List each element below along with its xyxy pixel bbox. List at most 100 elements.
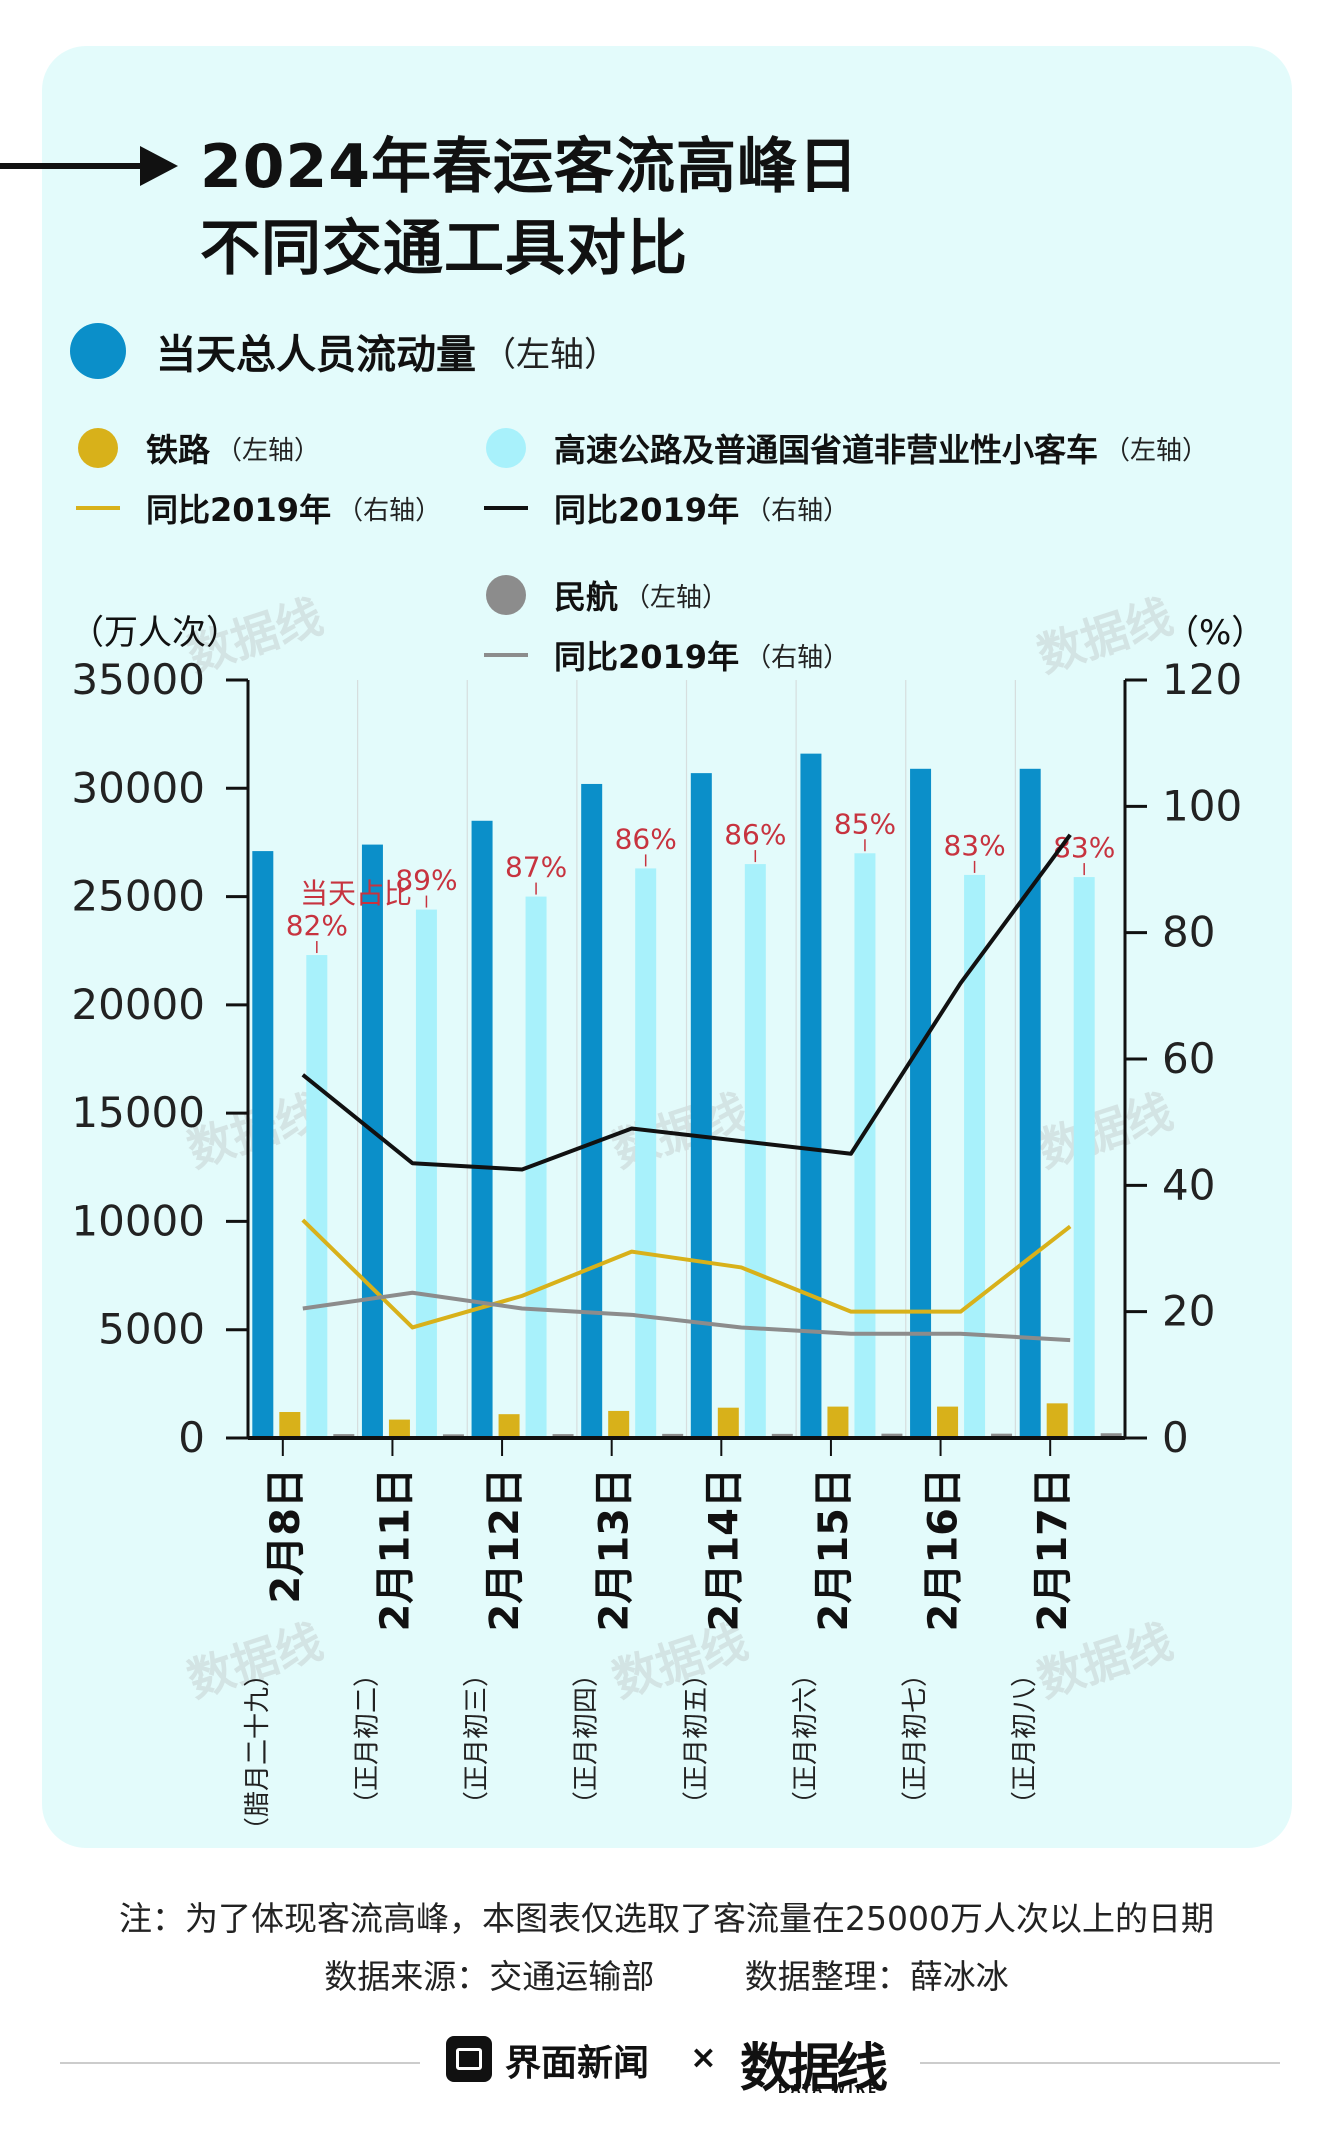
- left-tick-label: 15000: [71, 1088, 205, 1137]
- legend-road-label: 高速公路及普通国省道非营业性小客车: [554, 431, 1099, 469]
- bar: [306, 955, 328, 1438]
- footer-note: 注：为了体现客流高峰，本图表仅选取了客流量在25000万人次以上的日期: [119, 1899, 1214, 1938]
- bar: [662, 1433, 684, 1438]
- left-tick-label: 30000: [71, 763, 205, 812]
- data-label: 87%: [505, 851, 567, 884]
- title-line-1: 2024年春运客流高峰日: [200, 132, 859, 202]
- legend-air-label: 民航: [554, 578, 619, 616]
- data-label: 83%: [1053, 831, 1115, 864]
- bar: [279, 1412, 301, 1438]
- bar: [498, 1414, 520, 1438]
- datawire-logo-en: DATA WIRE: [778, 2082, 880, 2096]
- right-tick-label: 100: [1162, 781, 1242, 830]
- right-tick-label: 60: [1162, 1034, 1215, 1083]
- brand-divider-right: [920, 2062, 1280, 2064]
- bar: [1046, 1403, 1068, 1438]
- data-label: 85%: [834, 807, 896, 840]
- bar: [1073, 877, 1095, 1438]
- bar: [771, 1433, 793, 1438]
- legend-rail-yoy-label: 同比2019年: [146, 491, 332, 529]
- data-label: 86%: [724, 818, 786, 851]
- legend-rail-yoy: 同比2019年 （右轴）: [76, 485, 441, 531]
- title-line-2: 不同交通工具对比: [200, 214, 688, 284]
- legend-road-yoy-label: 同比2019年: [554, 491, 740, 529]
- legend-air: 民航 （左轴）: [486, 572, 728, 618]
- footer-credits: 数据来源：交通运输部 数据整理：薛冰冰: [0, 1950, 1333, 1998]
- left-tick-label: 5000: [98, 1305, 205, 1354]
- right-tick-label: 80: [1162, 908, 1215, 957]
- x-tick-label: 2月11日: [372, 1468, 418, 1632]
- x-tick-sublabel: （正月初二）: [352, 1661, 382, 1817]
- legend-rail-label: 铁路: [146, 431, 211, 469]
- brand-divider-left: [60, 2062, 420, 2064]
- x-tick-sublabel: （腊月二十九）: [243, 1661, 273, 1843]
- brand-times: ×: [690, 2038, 717, 2076]
- title-arrow-icon: [0, 163, 170, 169]
- x-tick-sublabel: （正月初六）: [791, 1661, 821, 1817]
- data-label: 82%: [286, 909, 348, 942]
- legend-air-swatch: [486, 575, 526, 615]
- bar: [717, 1407, 739, 1438]
- bar: [1019, 768, 1041, 1438]
- bar: [964, 874, 986, 1438]
- footer-compiler: 数据整理：薛冰冰: [744, 1957, 1009, 1996]
- legend-air-yoy-swatch: [484, 653, 528, 657]
- legend-total-label: 当天总人员流动量: [156, 332, 476, 378]
- legend-road-yoy-axis: （右轴）: [745, 495, 850, 526]
- bar: [581, 783, 603, 1438]
- right-axis-unit: （%）: [1165, 613, 1266, 653]
- legend-total: 当天总人员流动量 （左轴）: [70, 322, 618, 380]
- x-tick-label: 2月13日: [592, 1468, 638, 1632]
- brand-bar: 界面新闻 × 数据线 DATA WIRE: [0, 2030, 1333, 2099]
- bar: [937, 1406, 959, 1438]
- legend-rail-yoy-swatch: [76, 506, 120, 510]
- series-line: [302, 1290, 1071, 1343]
- bar: [744, 864, 766, 1438]
- x-tick-sublabel: （正月初五）: [681, 1661, 711, 1817]
- chart-plot: 82% 89% 87% 86% 86% 85% 83% 83% 当天占比 0 5000 10000 15…: [71, 655, 1242, 1843]
- right-tick-label: 0: [1162, 1413, 1189, 1462]
- left-axis-unit: （万人次）: [70, 613, 240, 653]
- bar: [910, 768, 932, 1438]
- data-label: 89%: [395, 864, 457, 897]
- x-tick-label: 2月16日: [921, 1468, 967, 1632]
- x-tick-label: 2月12日: [482, 1468, 528, 1632]
- datawire-logo: 数据线: [740, 2038, 888, 2099]
- bar: [881, 1433, 903, 1438]
- chart-title: 2024年春运客流高峰日 不同交通工具对比: [200, 126, 859, 290]
- data-label: 83%: [943, 829, 1005, 862]
- legend-road-swatch: [486, 428, 526, 468]
- bar: [525, 896, 547, 1438]
- x-tick-label: 2月17日: [1030, 1468, 1076, 1632]
- bar: [635, 868, 657, 1438]
- legend-road-yoy-swatch: [484, 506, 528, 510]
- x-tick-label: 2月14日: [701, 1468, 747, 1632]
- series-line: [301, 833, 1072, 1172]
- legend-road-axis: （左轴）: [1104, 435, 1209, 466]
- legend-road-yoy: 同比2019年 （右轴）: [484, 485, 849, 531]
- bar: [690, 773, 712, 1438]
- left-tick-label: 25000: [71, 872, 205, 921]
- x-tick-label: 2月15日: [811, 1468, 857, 1632]
- legend-road: 高速公路及普通国省道非营业性小客车 （左轴）: [486, 425, 1208, 471]
- left-tick-label: 10000: [71, 1196, 205, 1245]
- legend-rail-swatch: [78, 428, 118, 468]
- bar: [471, 820, 493, 1438]
- legend-rail-axis: （左轴）: [216, 435, 321, 466]
- right-tick-label: 120: [1162, 655, 1242, 704]
- x-tick-label: 2月8日: [263, 1468, 309, 1604]
- bar: [1100, 1433, 1122, 1438]
- brand-name: 界面新闻: [505, 2043, 650, 2084]
- legend-rail-yoy-axis: （右轴）: [337, 495, 442, 526]
- bar: [800, 753, 822, 1438]
- x-tick-sublabel: （正月初七）: [901, 1661, 931, 1817]
- data-label: 86%: [615, 822, 677, 855]
- bar: [361, 844, 383, 1438]
- bar: [608, 1410, 630, 1438]
- bar: [991, 1433, 1013, 1438]
- footer-source: 数据来源：交通运输部: [324, 1957, 655, 1996]
- left-tick-label: 20000: [71, 980, 205, 1029]
- title-arrow-head-icon: [140, 146, 178, 186]
- right-tick-label: 40: [1162, 1160, 1215, 1209]
- left-tick-label: 0: [178, 1413, 205, 1462]
